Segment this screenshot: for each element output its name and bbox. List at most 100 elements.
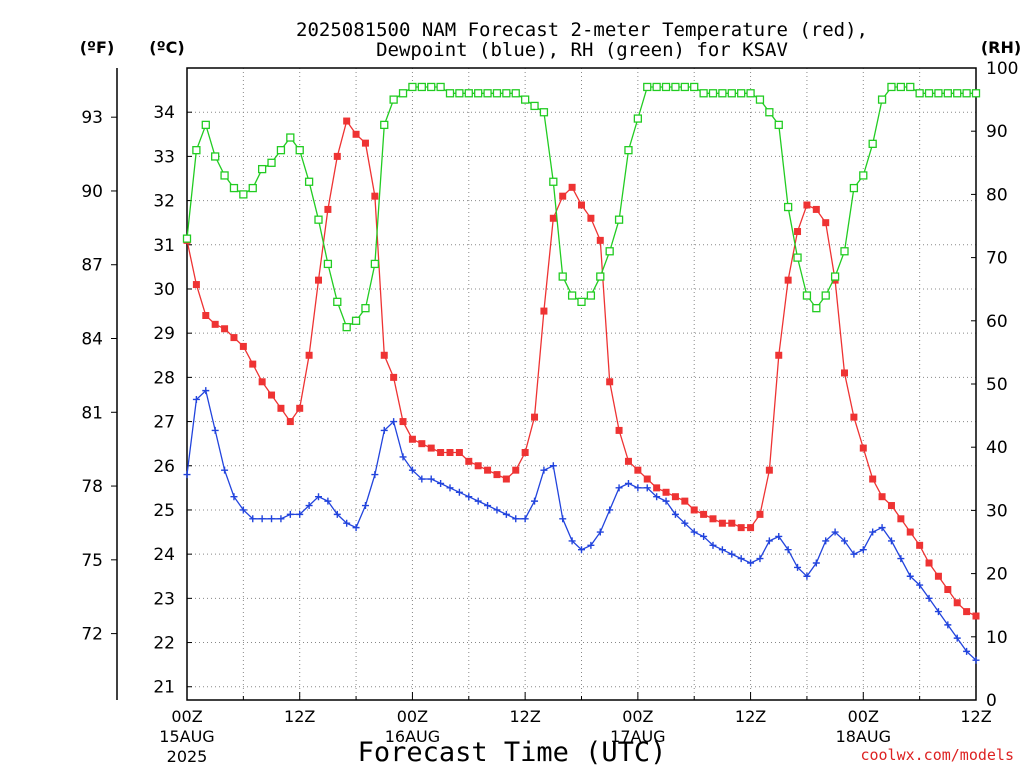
rh-point	[239, 190, 248, 199]
temperature-point	[596, 236, 604, 244]
rh-tick-label: 20	[986, 565, 1008, 585]
rh-tick-label: 40	[986, 438, 1008, 458]
rh-point	[286, 133, 295, 142]
dewpoint-point	[408, 466, 416, 474]
celsius-tick-label: 26	[153, 457, 175, 477]
rh-point	[267, 158, 276, 167]
celsius-tick-label: 32	[153, 192, 175, 212]
dewpoint-point	[540, 466, 548, 474]
celsius-tick-label: 28	[153, 368, 175, 388]
celsius-tick-label: 29	[153, 324, 175, 344]
rh-point	[849, 183, 859, 193]
dewpoint-point	[578, 546, 585, 554]
rh-point	[746, 89, 755, 98]
rh-tick-label: 50	[986, 375, 1008, 395]
temperature-point	[371, 192, 379, 200]
dewpoint-point	[850, 550, 858, 558]
temperature-point	[239, 342, 247, 350]
temperature-point	[521, 449, 529, 457]
temperature-point	[399, 418, 407, 426]
temperature-point	[455, 449, 463, 457]
rh-point	[934, 89, 943, 98]
temperature-point	[803, 201, 811, 209]
x-tick-hour-label: 12Z	[735, 707, 766, 726]
rh-point	[812, 304, 821, 313]
dewpoint-point	[333, 510, 341, 518]
rh-point	[398, 89, 408, 98]
rh-point	[783, 202, 793, 212]
temperature-point	[249, 360, 257, 368]
temperature-point	[380, 351, 388, 359]
celsius-tick-label: 33	[153, 147, 175, 167]
rh-point	[464, 89, 473, 98]
dewpoint-point	[756, 555, 764, 563]
dewpoint-point	[709, 541, 717, 549]
dewpoint-point	[549, 462, 557, 470]
rh-point	[211, 152, 220, 161]
fahrenheit-tick-label: 75	[81, 551, 103, 571]
rh-point	[690, 82, 699, 92]
dewpoint-point	[258, 515, 266, 523]
rh-point	[840, 247, 849, 256]
rh-point	[567, 291, 577, 300]
temperature-point	[531, 413, 539, 421]
temperature-point	[643, 475, 651, 483]
rh-point	[304, 177, 314, 186]
dewpoint-point	[859, 546, 867, 554]
rh-point	[896, 82, 906, 92]
dewpoint-point	[841, 537, 848, 545]
celsius-tick-label: 30	[153, 280, 175, 300]
dewpoint-point	[944, 621, 952, 629]
x-tick-hour-label: 00Z	[397, 707, 428, 726]
chart-title-line2: Dewpoint (blue), RH (green) for KSAV	[376, 39, 788, 61]
dewpoint-point	[897, 555, 905, 563]
temperature-point	[934, 572, 942, 580]
temperature-point	[465, 457, 473, 465]
temperature-point	[972, 612, 980, 620]
rh-point	[558, 272, 567, 281]
rh-point	[718, 89, 727, 98]
celsius-tick-label: 24	[153, 545, 175, 565]
dewpoint-point	[230, 493, 238, 501]
fahrenheit-axis-unit: (ºF)	[80, 38, 115, 57]
rh-point	[389, 95, 398, 104]
celsius-tick-label: 23	[153, 589, 175, 609]
rh-point	[765, 108, 774, 117]
rh-point	[342, 322, 351, 332]
dewpoint-point	[615, 484, 623, 492]
rh-point	[943, 89, 952, 98]
rh-point	[821, 291, 830, 300]
rh-point	[755, 95, 765, 104]
dewpoint-point	[343, 519, 351, 527]
temperature-point	[352, 130, 360, 138]
fahrenheit-tick-label: 90	[81, 182, 103, 202]
rh-point	[276, 146, 286, 155]
rh-tick-label: 70	[986, 249, 1008, 269]
dewpoint-point	[822, 537, 830, 545]
dewpoint-point	[361, 502, 369, 510]
temperature-point	[681, 497, 689, 505]
rh-point	[737, 89, 746, 98]
dewpoint-point	[934, 608, 942, 616]
temperature-point	[953, 599, 961, 607]
rh-tick-label: 0	[986, 691, 997, 711]
celsius-tick-label: 27	[153, 413, 175, 433]
temperature-point	[324, 205, 332, 213]
dewpoint-point	[521, 515, 529, 523]
dewpoint-point	[268, 515, 276, 523]
dewpoint-point	[484, 502, 492, 510]
dewpoint-point	[286, 510, 294, 518]
temperature-point	[559, 192, 567, 200]
dewpoint-point	[681, 519, 689, 527]
temperature-point	[822, 219, 830, 227]
rh-point	[201, 120, 210, 130]
temperature-point	[606, 378, 614, 386]
rh-point	[257, 164, 267, 174]
x-tick-hour-label: 00Z	[171, 707, 202, 726]
dewpoint-point	[183, 471, 191, 479]
temperature-point	[502, 475, 510, 483]
dewpoint-point	[906, 572, 914, 580]
rh-point	[370, 259, 380, 269]
dewpoint-point	[690, 528, 698, 536]
